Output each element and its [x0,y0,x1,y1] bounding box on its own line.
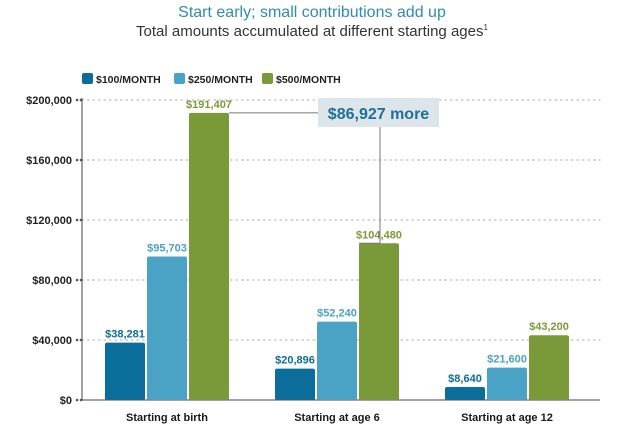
y-tick-dot [75,398,79,402]
x-tick-label: Starting at age 6 [294,412,380,424]
data-label: $38,281 [105,329,145,341]
y-tick-dot [75,218,79,222]
x-tick-label: Starting at age 12 [461,412,553,424]
bar [487,367,527,400]
legend-label: $100/MONTH [96,74,161,86]
y-tick-dot [75,338,79,342]
data-label: $104,480 [356,229,402,241]
bar [105,342,145,400]
y-tick-label: $0 [60,395,72,407]
data-label: $95,703 [147,242,187,254]
y-tick-dot [75,158,79,162]
legend-swatch [174,73,185,84]
bar [529,335,569,400]
chart-subtitle: Total amounts accumulated at different s… [0,23,624,40]
callout-label: $86,927 more [328,106,430,123]
data-label: $52,240 [317,308,357,320]
bar [359,243,399,400]
y-tick-label: $200,000 [26,95,72,107]
y-tick-label: $80,000 [32,275,72,287]
data-label: $8,640 [448,373,482,385]
bar [189,112,229,401]
bar [275,368,315,400]
bar [317,321,357,400]
y-tick-dot [75,98,79,102]
data-label: $21,600 [487,354,527,366]
bar [445,387,485,400]
legend-swatch [82,73,93,84]
legend-label: $500/MONTH [276,74,341,86]
legend-swatch [262,73,273,84]
x-tick-label: Starting at birth [126,412,208,424]
callout-box [318,98,439,127]
data-label: $20,896 [275,355,315,367]
y-tick-dot [75,278,79,282]
y-tick-label: $120,000 [26,215,72,227]
subtitle-text: Total amounts accumulated at different s… [136,23,484,40]
data-label: $43,200 [529,321,569,333]
bar [147,256,187,400]
data-label: $191,407 [186,99,232,111]
y-tick-label: $160,000 [26,155,72,167]
legend-label: $250/MONTH [188,74,253,86]
chart-title: Start early; small contributions add up [178,4,446,21]
subtitle-footnote-marker: 1 [483,23,488,32]
y-tick-label: $40,000 [32,335,72,347]
